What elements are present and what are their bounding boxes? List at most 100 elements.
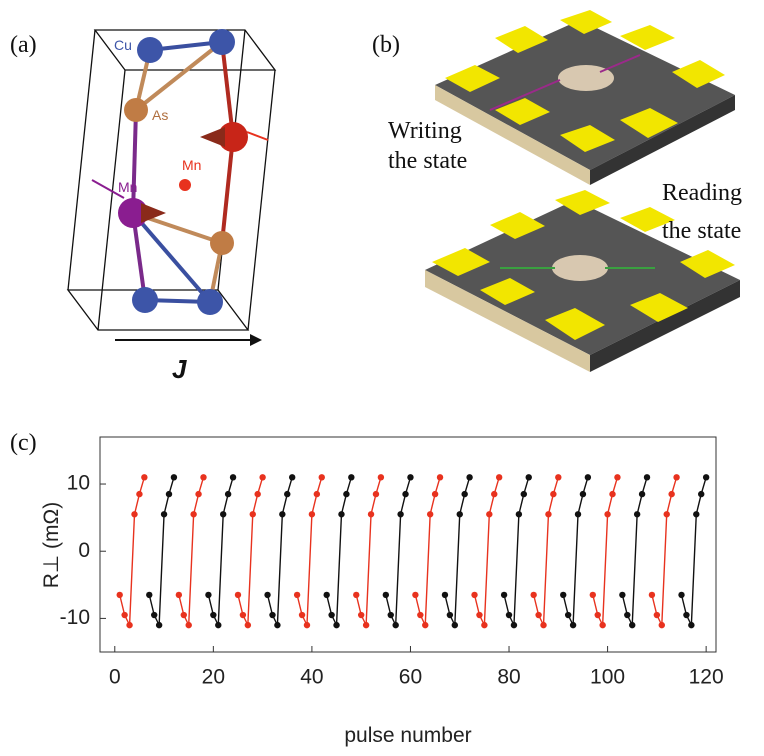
data-point bbox=[481, 621, 488, 629]
data-point bbox=[224, 490, 232, 498]
data-point bbox=[200, 474, 207, 481]
data-point bbox=[180, 611, 187, 619]
data-point bbox=[205, 591, 212, 599]
data-point bbox=[323, 591, 330, 599]
data-point bbox=[338, 511, 345, 518]
y-tick-label: -10 bbox=[60, 606, 90, 629]
data-point bbox=[535, 611, 542, 619]
data-point bbox=[348, 474, 355, 481]
data-point bbox=[688, 621, 695, 629]
data-point bbox=[515, 511, 523, 518]
data-point bbox=[569, 621, 577, 629]
data-point bbox=[545, 511, 552, 518]
x-tick-label: 60 bbox=[399, 666, 422, 689]
data-point bbox=[589, 591, 596, 599]
atom-label: As bbox=[152, 107, 168, 123]
data-point bbox=[357, 611, 365, 619]
data-point bbox=[284, 490, 291, 498]
data-point bbox=[555, 474, 562, 481]
panel-label: (b) bbox=[372, 32, 400, 58]
data-point bbox=[520, 490, 528, 498]
data-point bbox=[466, 474, 473, 481]
x-tick-label: 40 bbox=[300, 666, 323, 689]
data-point bbox=[422, 621, 429, 629]
data-point bbox=[629, 621, 636, 629]
data-point bbox=[658, 621, 665, 629]
data-point bbox=[633, 511, 641, 518]
data-point bbox=[131, 511, 138, 518]
plot-frame bbox=[99, 436, 717, 653]
data-point bbox=[500, 591, 508, 599]
data-point bbox=[530, 591, 537, 599]
data-point bbox=[264, 591, 271, 599]
data-point bbox=[116, 591, 123, 599]
data-point bbox=[525, 474, 532, 481]
x-tick-label: 120 bbox=[689, 666, 724, 689]
data-point bbox=[491, 490, 498, 498]
data-point bbox=[372, 490, 380, 498]
data-point bbox=[579, 490, 587, 498]
data-point bbox=[377, 474, 385, 481]
data-point bbox=[550, 490, 557, 498]
data-point bbox=[210, 611, 217, 619]
data-point bbox=[476, 611, 483, 619]
data-point bbox=[417, 611, 424, 619]
data-point bbox=[229, 474, 237, 481]
data-point bbox=[234, 591, 242, 599]
data-point bbox=[239, 611, 247, 619]
data-point bbox=[619, 591, 626, 599]
data-point bbox=[175, 591, 183, 599]
data-point bbox=[387, 611, 394, 619]
data-point bbox=[151, 611, 158, 619]
data-point bbox=[303, 621, 311, 629]
data-point bbox=[505, 611, 513, 619]
data-point bbox=[293, 591, 301, 599]
caption: the state bbox=[662, 218, 741, 244]
x-axis-label: pulse number bbox=[344, 724, 471, 747]
data-point bbox=[614, 474, 621, 481]
data-point bbox=[510, 621, 518, 629]
data-point bbox=[604, 511, 611, 518]
data-point bbox=[136, 490, 143, 498]
data-point bbox=[308, 511, 316, 518]
data-point bbox=[683, 611, 690, 619]
y-tick-label: 0 bbox=[78, 539, 90, 562]
data-point bbox=[126, 621, 133, 629]
data-point bbox=[254, 490, 261, 498]
data-point bbox=[446, 611, 454, 619]
data-point bbox=[121, 611, 128, 619]
data-point bbox=[663, 511, 670, 518]
data-point bbox=[249, 511, 256, 518]
data-point bbox=[353, 591, 360, 599]
data-point bbox=[244, 621, 252, 629]
data-point bbox=[362, 621, 370, 629]
data-point bbox=[653, 611, 661, 619]
data-point bbox=[402, 490, 409, 498]
data-point bbox=[279, 511, 286, 518]
data-point bbox=[328, 611, 335, 619]
data-point bbox=[298, 611, 306, 619]
data-point bbox=[540, 621, 547, 629]
data-point bbox=[343, 490, 350, 498]
data-point bbox=[397, 511, 404, 518]
data-point bbox=[313, 490, 321, 498]
data-point bbox=[673, 474, 680, 481]
data-point bbox=[451, 621, 459, 629]
panel-label: (a) bbox=[10, 32, 37, 58]
data-point bbox=[185, 621, 192, 629]
data-point bbox=[436, 474, 444, 481]
data-point bbox=[190, 511, 197, 518]
data-point bbox=[215, 621, 222, 629]
x-tick-label: 0 bbox=[109, 666, 121, 689]
data-point bbox=[431, 490, 439, 498]
series-line bbox=[119, 477, 678, 626]
data-point bbox=[407, 474, 414, 481]
data-point bbox=[382, 591, 390, 599]
data-point bbox=[141, 474, 148, 481]
data-point bbox=[160, 511, 168, 518]
data-point bbox=[412, 591, 419, 599]
data-point bbox=[220, 511, 227, 518]
caption: Writing bbox=[388, 118, 462, 144]
data-point bbox=[648, 591, 656, 599]
